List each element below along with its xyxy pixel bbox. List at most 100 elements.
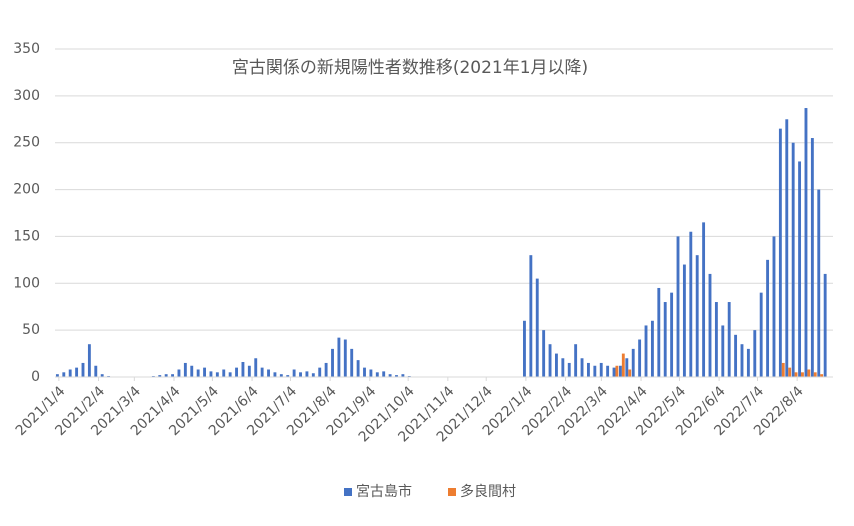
bar (714, 302, 718, 377)
bar (286, 375, 290, 377)
bar (593, 365, 597, 377)
bar (215, 372, 219, 377)
bar (305, 371, 309, 377)
bar (279, 374, 283, 377)
bar (260, 367, 264, 377)
bar (804, 108, 808, 377)
bar (337, 337, 341, 377)
bar (785, 119, 789, 378)
bar (817, 189, 821, 377)
bar (273, 372, 277, 377)
y-tick-label: 0 (31, 369, 40, 385)
legend-label: 多良間村 (460, 483, 516, 500)
bar (158, 375, 162, 377)
bar (171, 374, 175, 377)
bar (68, 369, 72, 377)
bar (628, 369, 632, 377)
bar (222, 369, 226, 377)
bar (621, 353, 625, 377)
bar (343, 339, 347, 377)
y-tick-label: 100 (13, 275, 40, 291)
bar (164, 374, 168, 377)
bar (401, 374, 405, 377)
bar (794, 372, 798, 377)
bar (388, 374, 392, 377)
bar (695, 255, 699, 377)
bar (766, 259, 770, 377)
bar (612, 367, 616, 377)
bar (375, 372, 379, 377)
bar (235, 367, 238, 377)
y-tick-label: 200 (13, 182, 40, 198)
bar (190, 365, 194, 377)
chart-title: 宮古関係の新規陽性者数推移(2021年1月以降) (232, 58, 588, 78)
bar (753, 330, 757, 377)
bar (689, 231, 693, 377)
bar (299, 372, 302, 377)
bar (395, 375, 398, 377)
bar (196, 369, 200, 377)
bar (62, 372, 66, 377)
y-tick-label: 350 (13, 41, 40, 57)
bar (644, 325, 648, 377)
bar (241, 362, 245, 377)
bar (555, 353, 558, 377)
bar (740, 344, 744, 377)
bar (676, 236, 680, 377)
bar (670, 292, 674, 377)
bar (535, 278, 539, 377)
bar (759, 292, 763, 377)
legend-swatch (344, 488, 352, 496)
bar (599, 362, 603, 377)
bar (721, 325, 725, 377)
bar (75, 367, 79, 377)
bar (267, 369, 270, 377)
bar (801, 372, 804, 377)
bar (548, 344, 552, 377)
bar (823, 273, 827, 377)
bar (203, 367, 206, 377)
bar (87, 344, 91, 377)
bar (798, 161, 802, 377)
y-tick-label: 50 (22, 322, 40, 338)
bar (650, 320, 654, 377)
bar (382, 371, 386, 377)
bar (529, 255, 533, 377)
bar (324, 362, 328, 377)
bar (542, 330, 546, 377)
bar (788, 367, 792, 377)
bar (580, 358, 584, 377)
bar (561, 358, 565, 377)
bar (356, 360, 360, 377)
bar (574, 344, 578, 377)
bar (682, 264, 686, 377)
bar (638, 339, 642, 377)
bar (254, 358, 258, 377)
bar (567, 362, 571, 377)
bar (781, 362, 785, 377)
bar (523, 320, 526, 377)
bar (100, 374, 104, 377)
bar (350, 348, 354, 377)
bar (615, 365, 619, 377)
bar (363, 367, 366, 377)
grid (55, 48, 833, 378)
bar (331, 348, 334, 377)
bar (81, 362, 85, 377)
legend-label: 宮古島市 (356, 483, 412, 500)
legend-swatch (448, 488, 456, 496)
bar (177, 369, 181, 377)
bar (94, 365, 98, 377)
bar (663, 302, 667, 377)
y-tick-label: 150 (13, 228, 40, 244)
bar (586, 362, 590, 377)
bar (318, 367, 322, 377)
bar (625, 358, 629, 377)
bar (820, 374, 824, 377)
bar (631, 348, 635, 377)
bar (807, 369, 811, 377)
bar (55, 374, 59, 377)
y-tick-label: 300 (13, 88, 40, 104)
bar (734, 334, 738, 377)
bar (746, 348, 750, 377)
